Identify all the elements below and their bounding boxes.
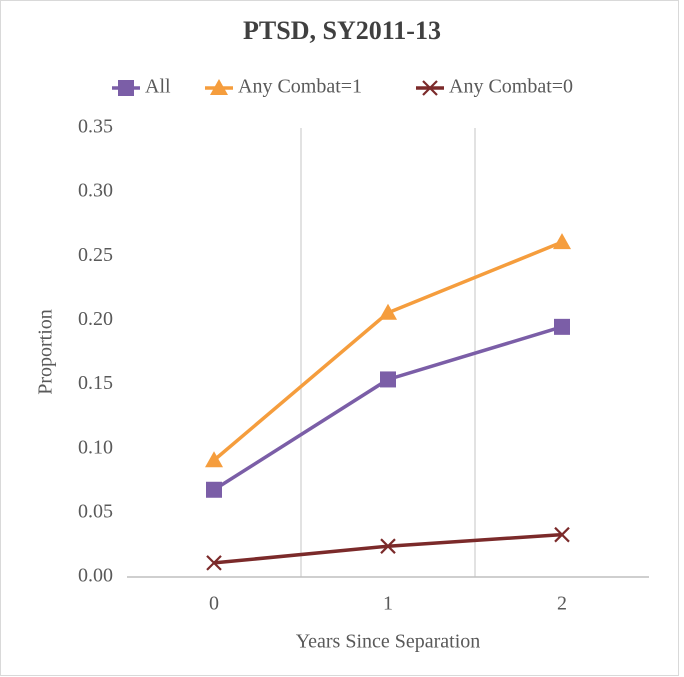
y-tick-label: 0.30	[78, 180, 113, 202]
legend-marker	[210, 79, 228, 95]
chart-title: PTSD, SY2011-13	[243, 16, 441, 45]
point-marker	[554, 318, 570, 335]
point-marker	[380, 538, 396, 554]
point-marker	[205, 451, 223, 468]
x-tick-label: 2	[557, 593, 567, 615]
legend-label: All	[145, 76, 171, 98]
x-tick-label: 0	[209, 593, 219, 615]
y-tick-label: 0.10	[78, 436, 113, 458]
point-marker	[206, 481, 222, 498]
point-marker	[380, 371, 396, 388]
y-tick-label: 0.20	[78, 308, 113, 330]
legend-marker	[118, 80, 134, 96]
y-tick-label: 0.00	[78, 565, 113, 587]
x-tick-label: 1	[383, 593, 393, 615]
y-tick-label: 0.15	[78, 372, 113, 394]
y-axis-label: Proportion	[35, 309, 57, 395]
legend-marker	[422, 80, 438, 96]
x-axis-label: Years Since Separation	[296, 631, 481, 653]
point-marker	[553, 233, 571, 250]
y-tick-label: 0.35	[78, 116, 113, 138]
legend-label: Any Combat=1	[238, 76, 362, 98]
y-tick-label: 0.05	[78, 500, 113, 522]
y-tick-label: 0.25	[78, 244, 113, 266]
point-marker	[206, 555, 222, 571]
point-marker	[554, 526, 570, 543]
legend-label: Any Combat=0	[449, 76, 573, 98]
point-marker	[379, 303, 397, 320]
